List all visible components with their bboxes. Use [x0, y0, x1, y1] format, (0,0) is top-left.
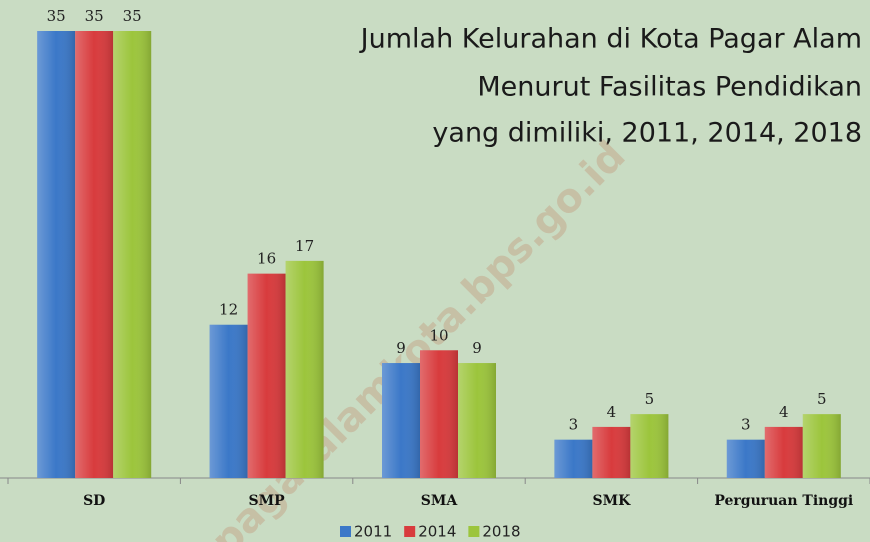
- legend-swatch: [404, 526, 416, 537]
- bar-shade: [420, 350, 458, 478]
- bar-shade: [75, 31, 114, 478]
- chart-title: Menurut Fasilitas Pendidikan: [477, 72, 862, 103]
- value-label: 9: [396, 339, 406, 357]
- value-label: 17: [295, 237, 314, 255]
- x-tick-label: SD: [83, 493, 105, 509]
- bar-shade: [382, 363, 420, 478]
- value-label: 5: [645, 390, 655, 408]
- bar-shade: [554, 439, 593, 478]
- legend-label: 2011: [354, 523, 392, 541]
- value-label: 4: [779, 403, 789, 421]
- bar-shade: [458, 363, 496, 478]
- value-label: 3: [741, 416, 751, 434]
- x-tick-label: SMA: [421, 493, 459, 509]
- x-tick-label: SMP: [249, 493, 286, 509]
- value-label: 3: [569, 416, 579, 434]
- chart-title: yang dimiliki, 2011, 2014, 2018: [432, 118, 862, 149]
- legend-swatch: [468, 526, 480, 537]
- bar-shade: [247, 273, 286, 478]
- bar-shade: [37, 31, 76, 478]
- value-label: 35: [85, 7, 104, 25]
- legend-label: 2014: [418, 523, 456, 541]
- bar-shade: [592, 426, 631, 478]
- bar-shade: [113, 31, 152, 478]
- chart-title: Jumlah Kelurahan di Kota Pagar Alam: [359, 24, 862, 55]
- bar-shade: [726, 439, 765, 478]
- bar-shade: [209, 324, 248, 478]
- bar-shade: [802, 414, 841, 478]
- value-label: 16: [257, 250, 276, 268]
- value-label: 5: [817, 390, 827, 408]
- value-label: 12: [219, 301, 238, 319]
- x-tick-label: Perguruan Tinggi: [714, 493, 853, 509]
- value-label: 9: [472, 339, 482, 357]
- value-label: 4: [607, 403, 617, 421]
- legend-label: 2018: [482, 523, 520, 541]
- bar-shade: [285, 260, 324, 478]
- bar-shade: [764, 426, 803, 478]
- legend-swatch: [340, 526, 351, 537]
- value-label: 35: [123, 7, 142, 25]
- x-tick-label: SMK: [593, 493, 632, 509]
- value-label: 35: [47, 7, 66, 25]
- value-label: 10: [429, 326, 448, 344]
- bar-shade: [630, 414, 669, 478]
